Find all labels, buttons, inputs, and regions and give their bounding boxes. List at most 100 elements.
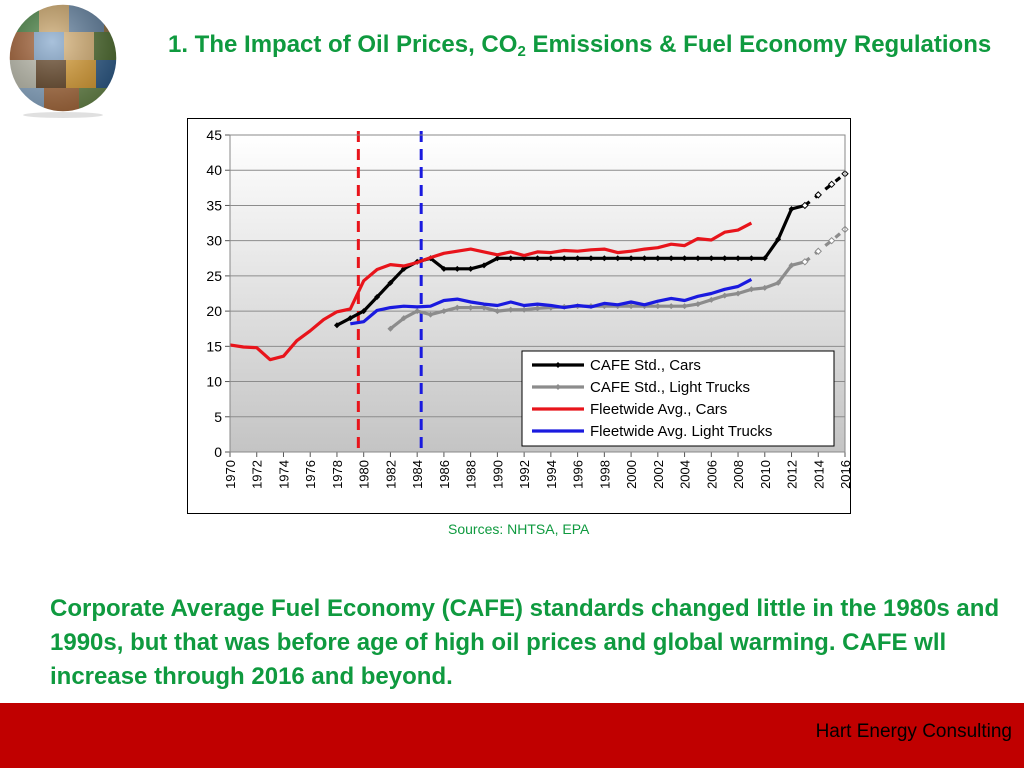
y-tick-label: 15 [206,338,222,354]
series-point [387,325,394,332]
x-tick-label: 2016 [838,460,850,489]
series-lines [229,170,849,362]
x-tick-label: 2008 [731,460,746,489]
series-point [788,262,795,269]
series-point [775,279,782,286]
series-point [521,306,528,313]
slide-title: 1. The Impact of Oil Prices, CO2 Emissio… [168,28,998,62]
y-tick-label: 25 [206,268,222,284]
series-point [427,311,434,318]
series-point [440,265,447,272]
series-point [467,265,474,272]
series-point [681,255,688,262]
series-point [735,290,742,297]
series-point [360,308,367,315]
series-point [641,255,648,262]
legend-label: Fleetwide Avg. Light Trucks [590,423,772,440]
series-point [654,255,661,262]
footer-company: Hart Energy Consulting [815,721,1012,742]
legend-label: Fleetwide Avg., Cars [590,401,727,418]
plot-border [229,134,846,453]
globe-collage-icon [4,2,122,120]
x-tick-label: 1988 [464,460,479,489]
x-axis-tick-labels: 1970 1972 1974 1976 1978 1980 1982 1984 1986 1988… [223,460,850,489]
legend-label: CAFE Std., Light Trucks [590,379,750,396]
series-point [481,262,488,269]
series-point [521,255,528,262]
title-suffix: Emissions & Fuel Economy Regulations [525,31,992,58]
series-point [628,255,635,262]
x-tick-label: 2014 [811,460,826,489]
legend-label: CAFE Std., Cars [590,357,701,374]
y-tick-label: 10 [206,374,222,390]
series-point [387,279,394,286]
slide-body-text: Corporate Average Fuel Economy (CAFE) st… [50,595,1000,690]
series-point [748,286,755,293]
x-tick-label: 1980 [357,460,372,489]
x-tick-label: 1996 [571,460,586,489]
title-subscript: 2 [517,43,526,60]
legend-swatch-marker [555,384,561,390]
x-tick-label: 1974 [276,460,291,489]
x-tick-label: 2004 [678,460,693,489]
series-point [561,255,568,262]
series-point [668,255,675,262]
series-point [374,294,381,301]
title-prefix: 1. The Impact of Oil Prices, CO [168,31,518,58]
series-point [694,301,701,308]
series-point [668,303,675,310]
chart-legend: CAFE Std., Cars CAFE Std., Light Trucks Fl… [521,350,835,447]
series-point [440,308,447,315]
x-tick-label: 1970 [223,460,238,489]
series-point [467,304,474,311]
series-point [547,304,554,311]
x-tick-label: 1998 [597,460,612,489]
series-point [454,265,461,272]
x-tick-label: 2000 [624,460,639,489]
y-tick-label: 40 [206,162,222,178]
series-point [735,255,742,262]
series-point [654,303,661,310]
x-tick-label: 1986 [437,460,452,489]
projection-point [827,180,836,189]
series-point [708,296,715,303]
series-point [574,255,581,262]
series-point [547,255,554,262]
series-point [333,322,340,329]
series-point [347,315,354,322]
y-tick-label: 45 [206,127,222,143]
legend-swatch-marker [555,362,561,368]
x-tick-label: 1984 [410,460,425,489]
series-point [748,255,755,262]
y-tick-label: 30 [206,233,222,249]
series-point [454,304,461,311]
series-point [761,284,768,291]
x-tick-label: 2002 [651,460,666,489]
projection-point [814,191,822,199]
x-tick-label: 1982 [383,460,398,489]
x-tick-label: 1976 [303,460,318,489]
series-point [788,205,795,212]
x-tick-label: 1990 [490,460,505,489]
series-projection-line [803,228,847,264]
x-tick-label: 1992 [517,460,532,489]
series-point [721,292,728,299]
x-tick-label: 2006 [704,460,719,489]
projection-point [801,201,809,210]
series-point [694,255,701,262]
series-point [494,255,501,262]
x-tick-label: 1972 [250,460,265,489]
y-tick-label: 35 [206,197,222,213]
series-point [587,255,594,262]
y-tick-label: 0 [214,444,222,460]
series-point [775,236,782,243]
series-point [507,306,514,313]
chart-sources: Sources: NHTSA, EPA [448,521,590,537]
series-line [229,221,753,362]
series-point [481,304,488,311]
y-axis-tick-labels: 0 5 10 15 20 25 30 35 40 45 [206,127,222,460]
series-point [534,255,541,262]
footer-bar: Hart Energy Consulting [0,703,1024,768]
series-line [350,277,753,326]
